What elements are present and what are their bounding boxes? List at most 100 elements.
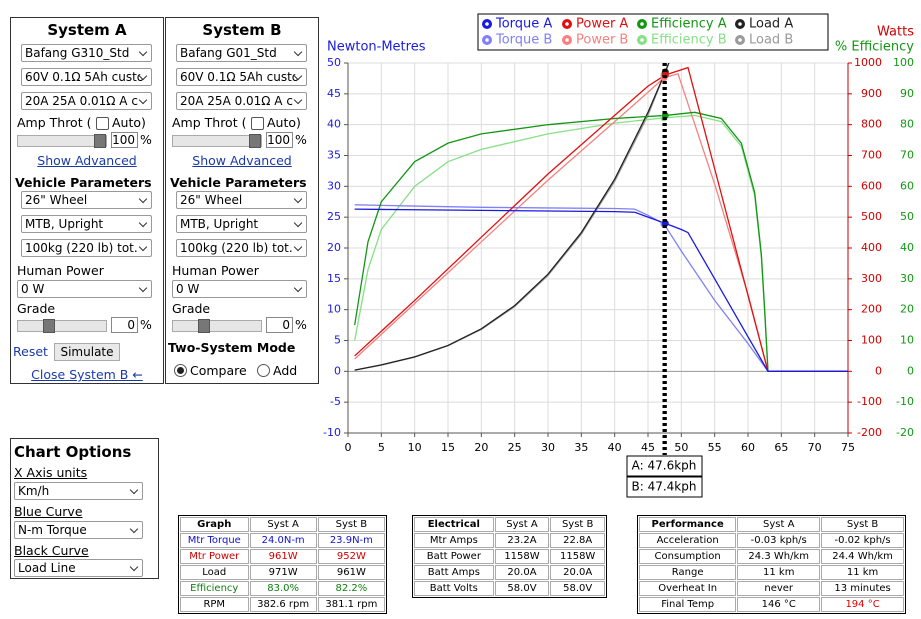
- slider-thumb[interactable]: [198, 319, 210, 333]
- table-row: Load 971W 961W: [180, 565, 385, 580]
- y3-tick-label: 60: [900, 179, 914, 192]
- table-cell: Batt Power: [414, 549, 494, 564]
- table-cell: 952W: [317, 549, 385, 564]
- close-link[interactable]: Close System B ←: [31, 367, 143, 382]
- compare-radio[interactable]: [174, 364, 187, 377]
- human-power-select[interactable]: 0 W: [172, 280, 307, 298]
- graph-table: Graph Syst A Syst B Mtr Torque 24.0N-m 23.9N-…: [178, 515, 387, 614]
- legend-box: [477, 13, 829, 51]
- add-radio[interactable]: [257, 364, 270, 377]
- controller-select[interactable]: 20A 25A 0.01Ω A c: [21, 92, 152, 110]
- auto-checkbox[interactable]: [96, 117, 109, 130]
- radio-label: Compare: [190, 363, 247, 378]
- y3-tick-label: 30: [900, 272, 914, 285]
- table-cell: 20.0A: [494, 565, 550, 580]
- mass-select[interactable]: 100kg (220 lb) tot.: [176, 239, 307, 257]
- y2-tick-label: 600: [861, 179, 882, 192]
- slider-thumb[interactable]: [249, 134, 261, 148]
- auto-checkbox[interactable]: [251, 117, 264, 130]
- slider-thumb[interactable]: [94, 134, 106, 148]
- mass-select[interactable]: 100kg (220 lb) tot.: [21, 239, 152, 257]
- position-select[interactable]: MTB, Upright: [176, 215, 307, 233]
- table-cell: 1158W: [550, 549, 605, 564]
- table-cell: 23.9N-m: [317, 533, 385, 548]
- battery-select[interactable]: 60V 0.1Ω 5Ah custo: [176, 68, 307, 86]
- series-line: [354, 204, 848, 372]
- y3-tick-label: 100: [893, 56, 914, 69]
- unit: %: [295, 132, 307, 147]
- y3-tick-label: 70: [900, 149, 914, 162]
- wheel-select[interactable]: 26" Wheel: [176, 191, 307, 209]
- table-row: Range 11 km 11 km: [639, 565, 904, 580]
- grade-label: Grade: [17, 301, 56, 316]
- grade-input[interactable]: 0: [266, 317, 293, 333]
- x-tick-label: 25: [508, 441, 522, 454]
- controller-select[interactable]: 20A 25A 0.01Ω A c: [176, 92, 307, 110]
- grade-slider[interactable]: [172, 319, 262, 333]
- x-axis-select[interactable]: Km/h: [14, 482, 143, 500]
- y3-axis-title: % Efficiency: [835, 40, 914, 55]
- show-advanced-link[interactable]: Show Advanced: [37, 153, 137, 168]
- auto-label: Auto): [267, 115, 301, 130]
- legend-icon-center: [565, 38, 569, 42]
- table-cell: 58.0V: [550, 581, 605, 596]
- table-row: Mtr Amps 23.2A 22.8A: [414, 533, 605, 548]
- table-cell: Load: [180, 565, 249, 580]
- motor-select[interactable]: Bafang G01_Std: [176, 44, 307, 62]
- chart-options-panel: Chart Options X Axis units Km/h Blue Cur…: [10, 438, 159, 579]
- table-cell: 961W: [317, 565, 385, 580]
- simulate-button[interactable]: Simulate: [54, 343, 120, 361]
- section-heading: Vehicle Parameters: [15, 175, 152, 190]
- y-tick-label: 5: [334, 334, 341, 347]
- throttle-slider[interactable]: [17, 134, 107, 148]
- throttle-input[interactable]: 100: [266, 132, 293, 148]
- legend-label: Torque B: [495, 33, 552, 48]
- table-cell: 11 km: [737, 565, 821, 580]
- table-cell: Mtr Amps: [414, 533, 494, 548]
- x-tick-label: 30: [541, 441, 555, 454]
- series-line: [354, 208, 848, 372]
- table-cell: RPM: [180, 597, 249, 612]
- table-cell: 13 minutes: [821, 581, 904, 596]
- table-cell: 381.1 rpm: [317, 597, 385, 612]
- y3-tick-label: 90: [900, 87, 914, 100]
- throttle-label: Amp Throt (: [17, 115, 92, 130]
- grade-slider[interactable]: [17, 319, 107, 333]
- y-tick-label: 25: [327, 210, 341, 223]
- cursor-label: A: 47.6kph: [632, 459, 697, 473]
- unit: %: [140, 317, 152, 332]
- cursor-label-box: [626, 455, 703, 477]
- battery-select[interactable]: 60V 0.1Ω 5Ah custo: [21, 68, 152, 86]
- table-row: Mtr Power 961W 952W: [180, 549, 385, 564]
- grade-input[interactable]: 0: [111, 317, 138, 333]
- motor-select[interactable]: Bafang G310_Std: [21, 44, 152, 62]
- black-curve-select[interactable]: Load Line: [14, 559, 143, 577]
- x-tick-label: 35: [574, 441, 588, 454]
- table-row: Efficiency 83.0% 82.2%: [180, 581, 385, 596]
- show-advanced-link[interactable]: Show Advanced: [192, 153, 292, 168]
- human-power-select[interactable]: 0 W: [17, 280, 152, 298]
- legend-icon-center: [738, 22, 742, 26]
- human-power-label: Human Power: [17, 263, 104, 278]
- table-cell: 83.0%: [249, 581, 317, 596]
- unit: %: [295, 317, 307, 332]
- x-tick-label: 55: [708, 441, 722, 454]
- blue-curve-select[interactable]: N-m Torque: [14, 521, 143, 539]
- throttle-slider[interactable]: [172, 134, 262, 148]
- position-select[interactable]: MTB, Upright: [21, 215, 152, 233]
- table-cell: Graph: [180, 517, 249, 532]
- series-line: [354, 111, 848, 372]
- y-tick-label: 15: [327, 272, 341, 285]
- reset-link[interactable]: Reset: [13, 344, 48, 359]
- y-tick-label: 20: [327, 241, 341, 254]
- throttle-input[interactable]: 100: [111, 132, 138, 148]
- y2-tick-label: 300: [861, 272, 882, 285]
- x-tick-label: 15: [441, 441, 455, 454]
- wheel-select[interactable]: 26" Wheel: [21, 191, 152, 209]
- table-row: Mtr Torque 24.0N-m 23.9N-m: [180, 533, 385, 548]
- auto-label: Auto): [112, 115, 146, 130]
- table-cell: 194 °C: [821, 597, 904, 612]
- slider-thumb[interactable]: [43, 319, 55, 333]
- y3-tick-label: 0: [907, 364, 914, 377]
